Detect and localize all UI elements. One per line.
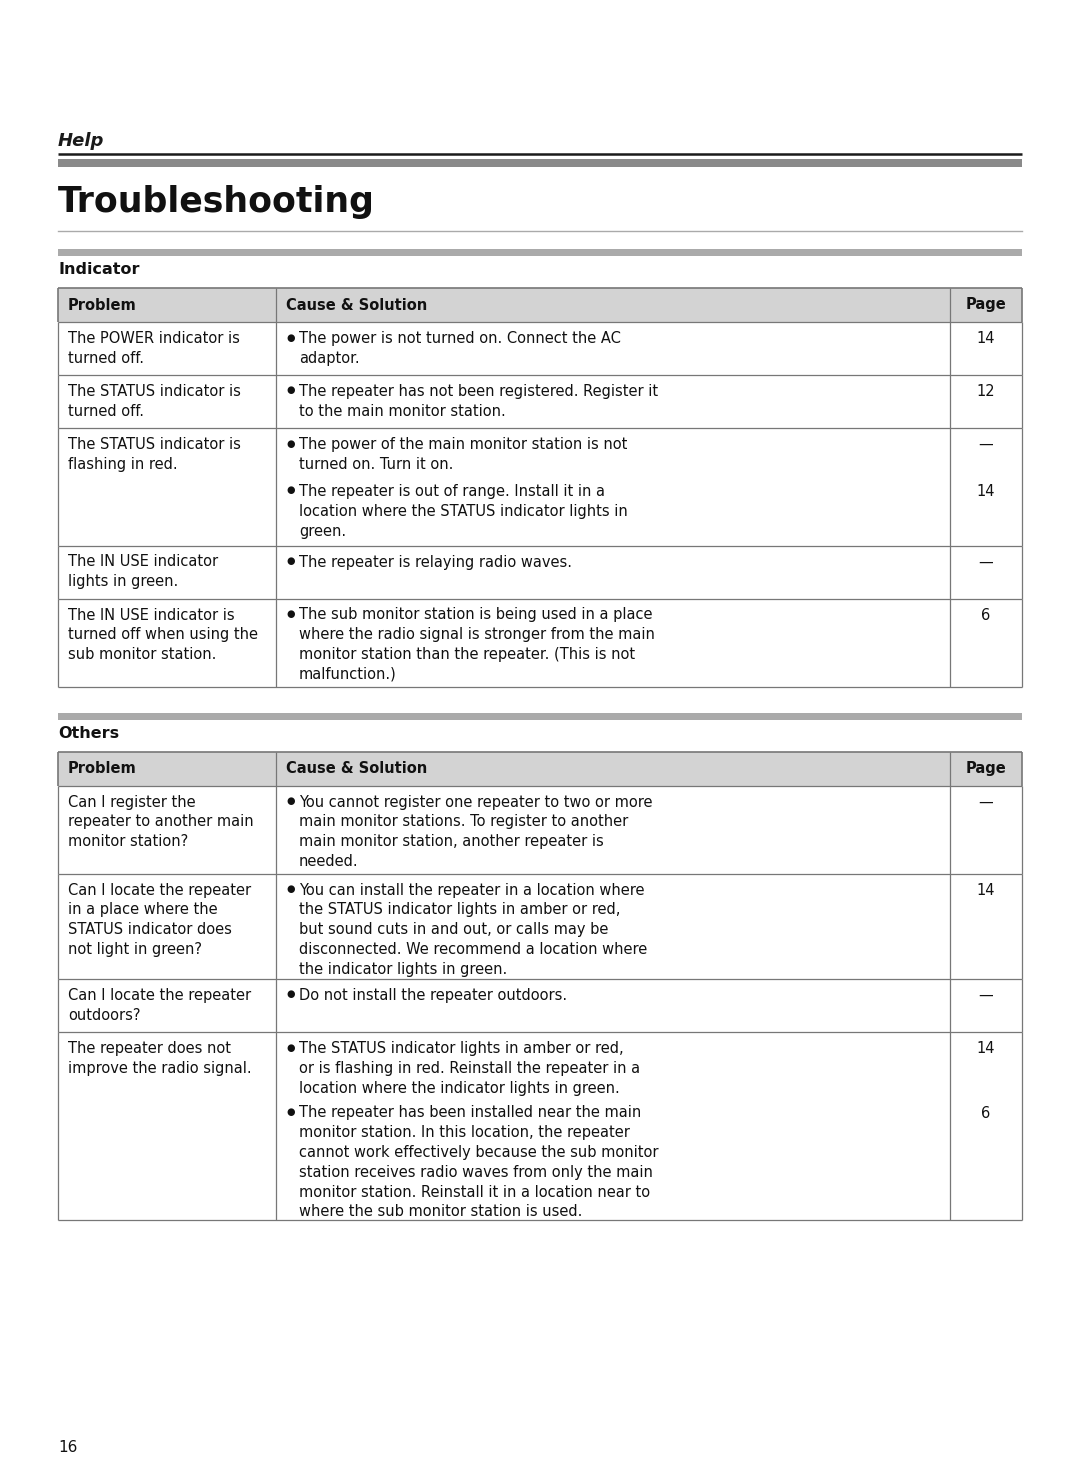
- Text: Indicator: Indicator: [58, 262, 139, 277]
- Text: 14: 14: [976, 331, 996, 347]
- Text: ●: ●: [286, 385, 295, 395]
- Text: 6: 6: [982, 608, 990, 622]
- Text: The STATUS indicator is
turned off.: The STATUS indicator is turned off.: [68, 384, 241, 419]
- Text: The IN USE indicator
lights in green.: The IN USE indicator lights in green.: [68, 555, 218, 590]
- Text: Help: Help: [58, 132, 105, 149]
- Text: 16: 16: [58, 1441, 78, 1455]
- Text: ●: ●: [286, 556, 295, 567]
- Bar: [58, 249, 1022, 256]
- Text: The repeater does not
improve the radio signal.: The repeater does not improve the radio …: [68, 1041, 252, 1076]
- Text: —: —: [978, 555, 994, 569]
- Text: Can I register the
repeater to another main
monitor station?: Can I register the repeater to another m…: [68, 795, 254, 849]
- Text: ●: ●: [286, 990, 295, 1000]
- Text: The STATUS indicator lights in amber or red,
or is flashing in red. Reinstall th: The STATUS indicator lights in amber or …: [299, 1041, 640, 1095]
- Text: —: —: [978, 795, 994, 810]
- Text: Can I locate the repeater
outdoors?: Can I locate the repeater outdoors?: [68, 988, 252, 1023]
- Text: The repeater is out of range. Install it in a
location where the STATUS indicato: The repeater is out of range. Install it…: [299, 485, 627, 539]
- Text: —: —: [978, 988, 994, 1003]
- Text: ●: ●: [286, 1107, 295, 1117]
- Bar: [58, 288, 1022, 322]
- Bar: [58, 160, 1022, 167]
- Text: Troubleshooting: Troubleshooting: [58, 184, 375, 220]
- Text: The STATUS indicator is
flashing in red.: The STATUS indicator is flashing in red.: [68, 436, 241, 471]
- Text: Page: Page: [966, 297, 1007, 312]
- Text: ●: ●: [286, 332, 295, 343]
- Text: The POWER indicator is
turned off.: The POWER indicator is turned off.: [68, 331, 240, 366]
- Text: ●: ●: [286, 609, 295, 619]
- Text: 14: 14: [976, 1041, 996, 1056]
- Text: You cannot register one repeater to two or more
main monitor stations. To regist: You cannot register one repeater to two …: [299, 795, 652, 870]
- Text: ●: ●: [286, 1042, 295, 1053]
- Text: The power is not turned on. Connect the AC
adaptor.: The power is not turned on. Connect the …: [299, 331, 621, 366]
- Text: ●: ●: [286, 439, 295, 448]
- Text: The sub monitor station is being used in a place
where the radio signal is stron: The sub monitor station is being used in…: [299, 608, 654, 682]
- Text: The repeater has been installed near the main
monitor station. In this location,: The repeater has been installed near the…: [299, 1105, 659, 1220]
- Bar: [58, 713, 1022, 719]
- Text: Page: Page: [966, 761, 1007, 776]
- Text: The repeater has not been registered. Register it
to the main monitor station.: The repeater has not been registered. Re…: [299, 384, 658, 419]
- Text: The repeater is relaying radio waves.: The repeater is relaying radio waves.: [299, 555, 572, 569]
- Text: ●: ●: [286, 796, 295, 807]
- Text: Problem: Problem: [68, 761, 137, 776]
- Text: 6: 6: [982, 1105, 990, 1121]
- Text: —: —: [978, 438, 994, 452]
- Text: You can install the repeater in a location where
the STATUS indicator lights in : You can install the repeater in a locati…: [299, 883, 647, 976]
- Text: 12: 12: [976, 384, 996, 400]
- Text: Others: Others: [58, 726, 119, 741]
- Text: Do not install the repeater outdoors.: Do not install the repeater outdoors.: [299, 988, 567, 1003]
- Text: Problem: Problem: [68, 297, 137, 312]
- Text: The IN USE indicator is
turned off when using the
sub monitor station.: The IN USE indicator is turned off when …: [68, 608, 258, 662]
- Text: The power of the main monitor station is not
turned on. Turn it on.: The power of the main monitor station is…: [299, 436, 627, 471]
- Text: Cause & Solution: Cause & Solution: [286, 297, 428, 312]
- Bar: [58, 751, 1022, 786]
- Text: ●: ●: [286, 884, 295, 895]
- Text: 14: 14: [976, 883, 996, 897]
- Text: Cause & Solution: Cause & Solution: [286, 761, 428, 776]
- Text: 14: 14: [976, 485, 996, 499]
- Text: Can I locate the repeater
in a place where the
STATUS indicator does
not light i: Can I locate the repeater in a place whe…: [68, 883, 252, 957]
- Text: ●: ●: [286, 486, 295, 495]
